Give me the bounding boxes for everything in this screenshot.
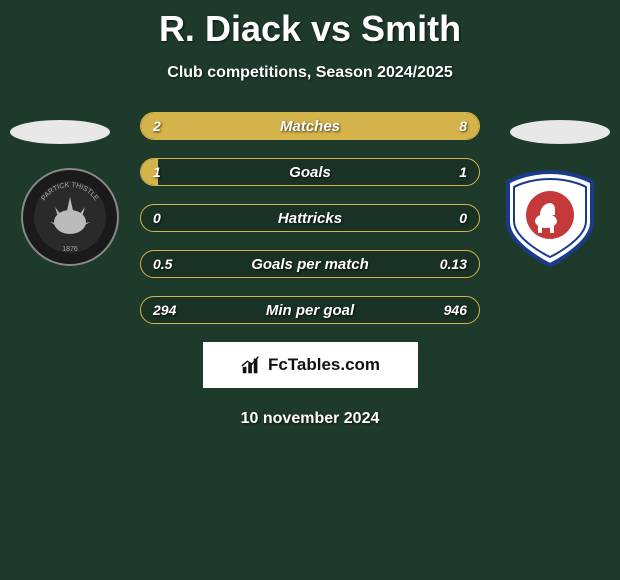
stat-bar-row: 00Hattricks — [140, 204, 480, 232]
bar-label: Goals — [141, 159, 479, 185]
stat-bars: 28Matches 11Goals 00Hattricks 0.50.13Goals … — [140, 112, 480, 324]
stat-bar-row: 0.50.13Goals per match — [140, 250, 480, 278]
subtitle: Club competitions, Season 2024/2025 — [0, 64, 620, 82]
club-crest-left: PARTICK THISTLE 1876 — [20, 167, 120, 267]
player-right-oval — [510, 120, 610, 144]
stat-bar-row: 11Goals — [140, 158, 480, 186]
bar-label: Goals per match — [141, 251, 479, 277]
svg-text:1876: 1876 — [62, 246, 78, 253]
page-title: R. Diack vs Smith — [0, 0, 620, 50]
bar-label: Hattricks — [141, 205, 479, 231]
bar-chart-icon — [240, 354, 262, 376]
stat-bar-row: 28Matches — [140, 112, 480, 140]
bar-label: Matches — [141, 113, 479, 139]
player-left-oval — [10, 120, 110, 144]
club-crest-right — [500, 167, 600, 267]
date-text: 10 november 2024 — [0, 410, 620, 428]
stat-bar-row: 294946Min per goal — [140, 296, 480, 324]
comparison-panel: PARTICK THISTLE 1876 28Matches 11Goals 00H… — [0, 112, 620, 428]
bar-label: Min per goal — [141, 297, 479, 323]
brand-text: FcTables.com — [268, 355, 380, 375]
raith-rovers-crest-icon — [500, 167, 600, 267]
brand-badge: FcTables.com — [203, 342, 418, 388]
partick-thistle-crest-icon: PARTICK THISTLE 1876 — [20, 167, 120, 267]
